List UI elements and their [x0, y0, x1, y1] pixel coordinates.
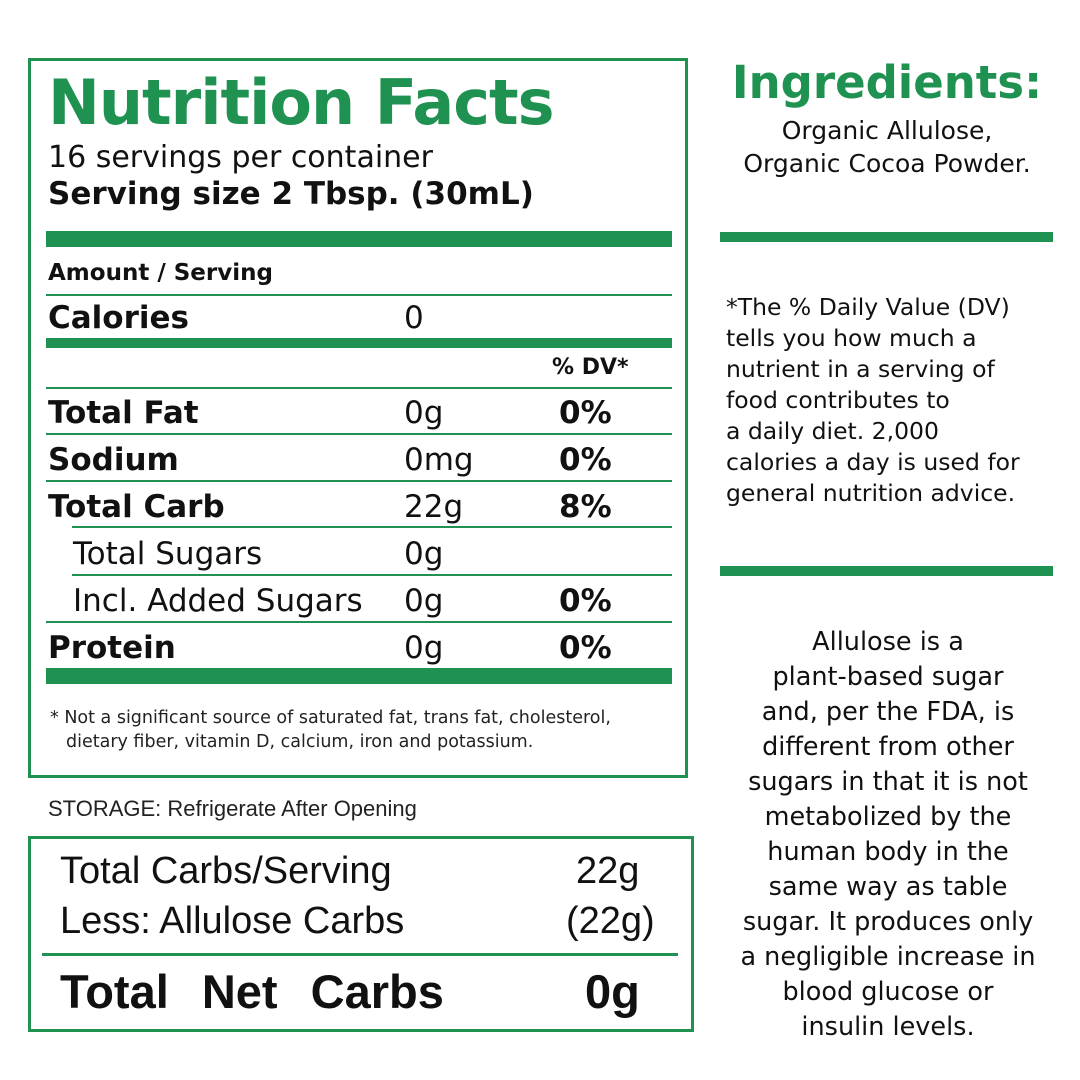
- section-divider: [720, 566, 1053, 576]
- note-line: a negligible increase in: [740, 942, 1036, 972]
- footnote-line: * Not a significant source of saturated …: [50, 708, 611, 728]
- note-line: food contributes to: [726, 386, 950, 414]
- nutrient-dv-added-sugars: 0%: [559, 583, 612, 619]
- serving-size: Serving size 2 Tbsp. (30mL): [48, 176, 534, 212]
- ingredients-title: Ingredients:: [731, 56, 1043, 109]
- divider: [46, 480, 672, 482]
- nutrient-dv-total-fat: 0%: [559, 395, 612, 431]
- note-line: a daily diet. 2,000: [726, 417, 939, 445]
- divider: [42, 953, 678, 956]
- note-line: insulin levels.: [801, 1012, 975, 1042]
- note-line: sugars in that it is not: [748, 767, 1028, 797]
- note-line: and, per the FDA, is: [761, 697, 1015, 727]
- nutrient-amount-protein: 0g: [404, 630, 444, 666]
- total-carbs-label: Total Carbs/Serving: [60, 850, 392, 892]
- note-line: *The % Daily Value (DV): [726, 293, 1010, 321]
- note-line: human body in the: [767, 837, 1009, 867]
- nutrient-dv-protein: 0%: [559, 630, 612, 666]
- note-line: blood glucose or: [782, 977, 994, 1007]
- total-net-carbs-label: Total Net Carbs: [60, 965, 444, 1018]
- note-line: nutrient in a serving of: [726, 355, 995, 383]
- thick-divider: [46, 668, 672, 684]
- daily-value-note: *The % Daily Value (DV) tells you how mu…: [726, 292, 1066, 509]
- note-line: metabolized by the: [764, 802, 1012, 832]
- ingredient-line: Organic Allulose,: [781, 116, 993, 145]
- nutrient-label-protein: Protein: [48, 630, 176, 666]
- total-net-carbs-value: 0g: [585, 965, 640, 1018]
- nutrient-label-sodium: Sodium: [48, 442, 179, 478]
- nutrition-facts-panel: [28, 58, 688, 778]
- nutrient-amount-total-fat: 0g: [404, 395, 444, 431]
- less-allulose-label: Less: Allulose Carbs: [60, 900, 405, 942]
- amount-per-serving-header: Amount / Serving: [48, 260, 273, 286]
- nutrient-label-added-sugars: Incl. Added Sugars: [73, 583, 363, 619]
- total-carbs-value: 22g: [576, 850, 640, 892]
- nutrient-amount-total-sugars: 0g: [404, 536, 444, 572]
- note-line: general nutrition advice.: [726, 479, 1016, 507]
- nutrient-label-total-sugars: Total Sugars: [73, 536, 263, 572]
- calories-value: 0: [404, 300, 424, 336]
- divider: [46, 294, 672, 296]
- section-divider: [720, 232, 1053, 242]
- divider: [46, 387, 672, 389]
- note-line: tells you how much a: [726, 324, 977, 352]
- calories-label: Calories: [48, 300, 189, 336]
- nutrient-label-total-fat: Total Fat: [48, 395, 199, 431]
- nutrient-amount-total-carb: 22g: [404, 489, 464, 525]
- note-line: calories a day is used for: [726, 448, 1020, 476]
- nutrient-amount-sodium: 0mg: [404, 442, 474, 478]
- note-line: plant-based sugar: [772, 662, 1004, 692]
- storage-instructions: STORAGE: Refrigerate After Opening: [48, 796, 417, 821]
- footnote-line: dietary fiber, vitamin D, calcium, iron …: [66, 732, 534, 752]
- nutrient-label-total-carb: Total Carb: [48, 489, 225, 525]
- divider: [46, 621, 672, 623]
- nutrition-footnote: * Not a significant source of saturated …: [50, 706, 682, 754]
- nutrient-dv-sodium: 0%: [559, 442, 612, 478]
- nutrient-amount-added-sugars: 0g: [404, 583, 444, 619]
- note-line: Allulose is a: [812, 627, 964, 657]
- allulose-note: Allulose is a plant-based sugar and, per…: [716, 625, 1060, 1045]
- note-line: sugar. It produces only: [742, 907, 1034, 937]
- nutrition-facts-title: Nutrition Facts: [48, 66, 555, 139]
- medium-divider: [46, 338, 672, 348]
- ingredients-list: Organic Allulose, Organic Cocoa Powder.: [712, 114, 1062, 180]
- divider: [72, 526, 672, 528]
- divider: [72, 574, 672, 576]
- note-line: different from other: [762, 732, 1014, 762]
- nutrient-dv-total-carb: 8%: [559, 489, 612, 525]
- less-allulose-value: (22g): [566, 900, 655, 942]
- note-line: same way as table: [768, 872, 1008, 902]
- thick-divider: [46, 231, 672, 247]
- divider: [46, 433, 672, 435]
- daily-value-header: % DV*: [552, 355, 629, 380]
- servings-per-container: 16 servings per container: [48, 140, 433, 175]
- net-carbs-panel: [28, 836, 694, 1032]
- ingredient-line: Organic Cocoa Powder.: [743, 149, 1031, 178]
